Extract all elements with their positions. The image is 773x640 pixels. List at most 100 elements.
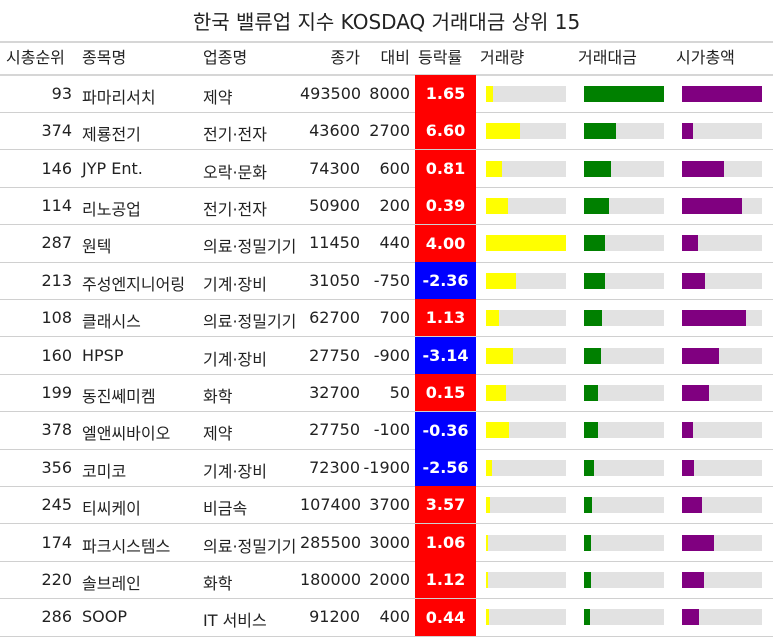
rank-cell: 356	[41, 457, 72, 477]
name-cell: 클래시스	[82, 312, 141, 332]
rank-cell: 378	[41, 420, 72, 440]
header-value: 거래대금	[578, 48, 637, 67]
header-sector: 업종명	[203, 48, 248, 67]
sector-cell: 제약	[203, 87, 233, 107]
volume-bar-track	[486, 534, 566, 551]
value-bar	[584, 235, 605, 252]
rank-cell: 374	[41, 121, 72, 141]
volume-bar	[486, 85, 494, 102]
value-bar	[584, 497, 592, 514]
change-cell: 2000	[369, 569, 410, 589]
value-bar	[584, 384, 599, 401]
name-cell: 동진쎄미켐	[82, 386, 156, 406]
volume-bar	[486, 310, 499, 327]
mcap-bar	[682, 197, 742, 214]
mcap-bar	[682, 459, 694, 476]
mcap-bar-track	[682, 497, 762, 514]
name-cell: 제룡전기	[82, 125, 141, 145]
name-cell: JYP Ent.	[82, 158, 143, 178]
volume-bar	[486, 571, 489, 588]
row-divider	[0, 448, 773, 450]
row-divider	[0, 373, 773, 375]
value-bar-track	[584, 459, 664, 476]
row-divider	[0, 635, 773, 637]
volume-bar	[486, 123, 520, 140]
mcap-bar-track	[682, 459, 762, 476]
close-cell: 74300	[309, 158, 360, 178]
chart-title: 한국 밸류업 지수 KOSDAQ 거래대금 상위 15	[192, 10, 581, 34]
close-cell: 11450	[309, 233, 360, 253]
row-divider	[0, 485, 773, 487]
sector-cell: IT 서비스	[203, 611, 267, 631]
header-change: 대비	[380, 48, 410, 67]
header-rate: 등락률	[418, 48, 463, 67]
mcap-bar	[682, 422, 694, 439]
change-cell: -100	[373, 420, 410, 440]
header-mcap: 시가총액	[676, 48, 735, 67]
rank-cell: 213	[41, 270, 72, 290]
value-bar-track	[584, 310, 664, 327]
value-bar	[584, 197, 609, 214]
close-cell: 43600	[309, 121, 360, 141]
mcap-bar	[682, 160, 724, 177]
row-divider	[0, 560, 773, 562]
name-cell: HPSP	[82, 345, 124, 365]
volume-bar	[486, 347, 514, 364]
mcap-bar	[682, 347, 719, 364]
mcap-bar-track	[682, 235, 762, 252]
mcap-bar	[682, 609, 699, 626]
volume-bar	[486, 197, 508, 214]
mcap-bar	[682, 571, 705, 588]
sector-cell: 제약	[203, 424, 233, 444]
header-divider	[0, 74, 773, 76]
close-cell: 493500	[300, 83, 362, 103]
mcap-bar	[682, 534, 714, 551]
volume-bar-track	[486, 85, 566, 102]
row-divider	[0, 261, 773, 263]
name-cell: 원텍	[82, 237, 112, 257]
sector-cell: 의료·정밀기기	[203, 237, 297, 257]
rate-cell: 6.60	[415, 112, 476, 150]
value-bar	[584, 422, 598, 439]
name-cell: SOOP	[82, 607, 127, 627]
name-cell: 솔브레인	[82, 573, 141, 593]
name-cell: 파마리서치	[82, 87, 156, 107]
mcap-bar	[682, 123, 694, 140]
volume-bar	[486, 459, 493, 476]
row-divider	[0, 336, 773, 338]
rank-cell: 114	[41, 195, 72, 215]
rate-cell: 1.65	[415, 75, 476, 113]
value-bar-track	[584, 571, 664, 588]
name-cell: 리노공업	[82, 199, 141, 219]
row-divider	[0, 598, 773, 600]
volume-bar-track	[486, 160, 566, 177]
rate-cell: -2.36	[415, 262, 476, 300]
sector-cell: 비금속	[203, 499, 248, 519]
rank-cell: 93	[51, 83, 72, 103]
close-cell: 31050	[309, 270, 360, 290]
sector-cell: 전기·전자	[203, 199, 267, 219]
value-bar-track	[584, 534, 664, 551]
rate-cell: 4.00	[415, 224, 476, 262]
volume-bar	[486, 534, 488, 551]
sector-cell: 기계·장비	[203, 349, 267, 369]
sector-cell: 기계·장비	[203, 461, 267, 481]
value-bar	[584, 85, 664, 102]
change-cell: 700	[379, 308, 410, 328]
title-divider	[0, 41, 773, 43]
change-cell: 3000	[369, 532, 410, 552]
value-bar-track	[584, 347, 664, 364]
mcap-bar	[682, 85, 762, 102]
volume-bar	[486, 272, 517, 289]
rank-cell: 146	[41, 158, 72, 178]
mcap-bar	[682, 235, 698, 252]
close-cell: 285500	[300, 532, 362, 552]
rank-cell: 220	[41, 569, 72, 589]
rate-cell: 3.57	[415, 486, 476, 524]
sector-cell: 전기·전자	[203, 125, 267, 145]
close-cell: 32700	[309, 382, 360, 402]
rate-cell: 1.12	[415, 561, 476, 599]
row-divider	[0, 523, 773, 525]
change-cell: 400	[379, 607, 410, 627]
